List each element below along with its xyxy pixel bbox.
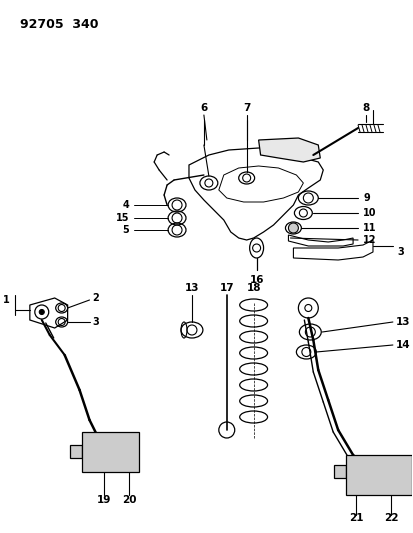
Text: 5: 5 bbox=[122, 225, 129, 235]
Text: 14: 14 bbox=[395, 340, 410, 350]
Text: 17: 17 bbox=[219, 283, 233, 293]
Text: 9: 9 bbox=[362, 193, 369, 203]
Text: 19: 19 bbox=[97, 495, 112, 505]
Polygon shape bbox=[333, 465, 345, 478]
Polygon shape bbox=[258, 138, 320, 162]
Text: 20: 20 bbox=[122, 495, 136, 505]
Polygon shape bbox=[345, 455, 411, 495]
Text: 18: 18 bbox=[246, 283, 260, 293]
Text: 6: 6 bbox=[200, 103, 207, 113]
Text: 16: 16 bbox=[249, 275, 263, 285]
Text: 3: 3 bbox=[92, 317, 99, 327]
Text: 10: 10 bbox=[362, 208, 376, 218]
Text: 3: 3 bbox=[397, 247, 404, 257]
Circle shape bbox=[288, 223, 298, 233]
Text: 21: 21 bbox=[348, 513, 363, 523]
Text: 13: 13 bbox=[395, 317, 409, 327]
Text: 7: 7 bbox=[242, 103, 250, 113]
Text: 12: 12 bbox=[362, 235, 376, 245]
Polygon shape bbox=[69, 445, 81, 458]
Text: 8: 8 bbox=[361, 103, 369, 113]
Polygon shape bbox=[81, 432, 139, 472]
Text: 22: 22 bbox=[383, 513, 397, 523]
Text: 4: 4 bbox=[122, 200, 129, 210]
Circle shape bbox=[39, 310, 44, 314]
Text: 13: 13 bbox=[184, 283, 199, 293]
Text: 11: 11 bbox=[362, 223, 376, 233]
Text: 1: 1 bbox=[3, 295, 10, 305]
Text: 15: 15 bbox=[116, 213, 129, 223]
Text: 2: 2 bbox=[92, 293, 99, 303]
Text: 92705  340: 92705 340 bbox=[20, 18, 98, 31]
